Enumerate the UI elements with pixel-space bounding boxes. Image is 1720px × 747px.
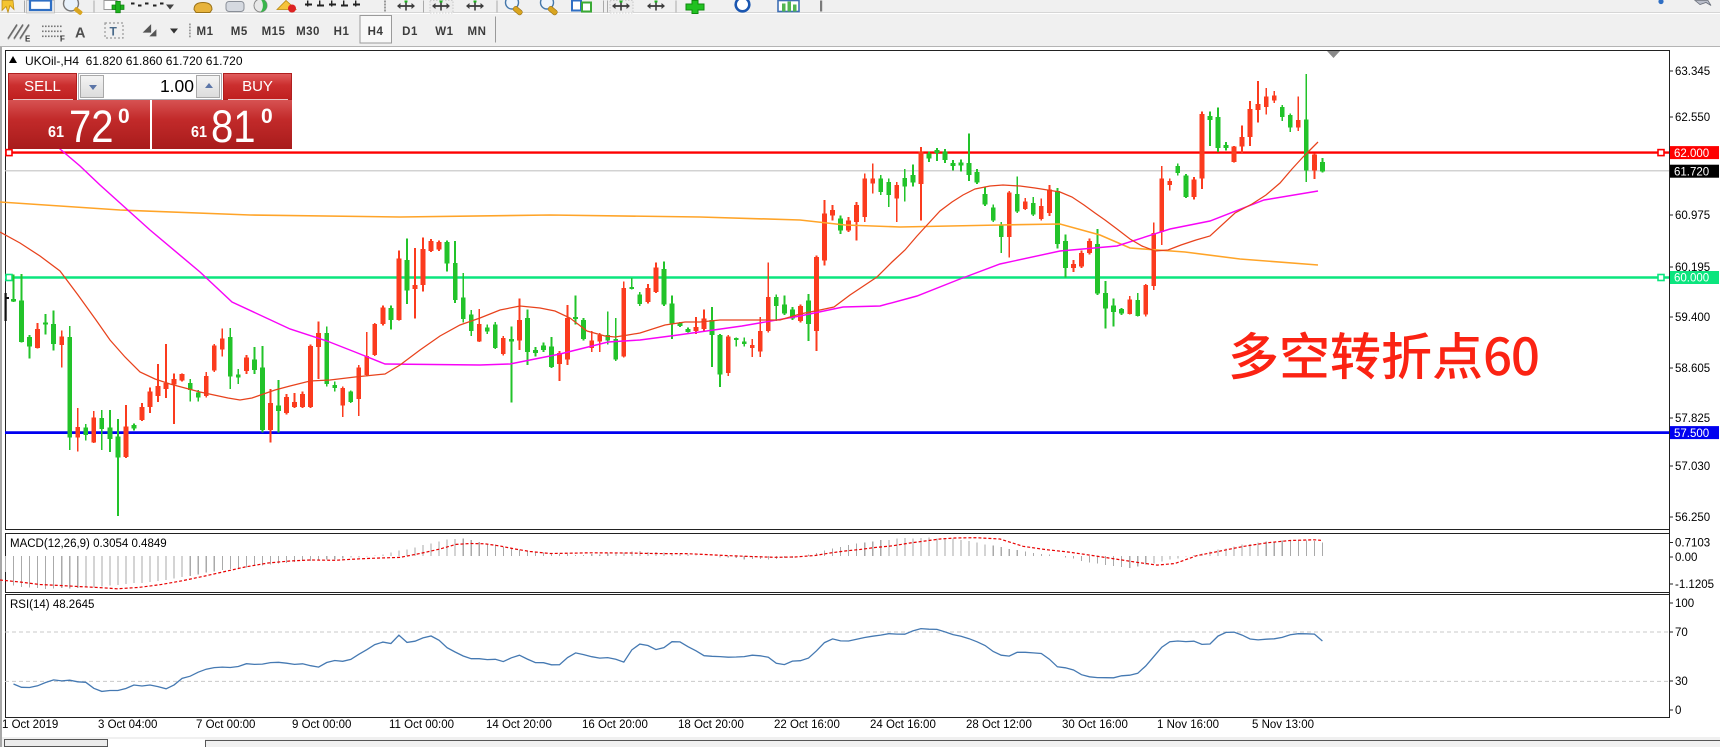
svg-text:MN: MN (468, 26, 487, 38)
svg-text:18 Oct 20:00: 18 Oct 20:00 (678, 719, 744, 731)
svg-text:59.400: 59.400 (1675, 312, 1710, 324)
svg-text:62.000: 62.000 (1674, 148, 1709, 160)
svg-text:11 Oct 00:00: 11 Oct 00:00 (389, 719, 454, 731)
svg-text:60.975: 60.975 (1675, 210, 1710, 222)
svg-text:E: E (25, 35, 31, 44)
svg-text:14 Oct 20:00: 14 Oct 20:00 (486, 719, 552, 731)
svg-text:62.550: 62.550 (1675, 112, 1710, 124)
svg-text:M30: M30 (296, 26, 320, 38)
svg-text:T: T (110, 25, 118, 39)
svg-text:F: F (60, 35, 65, 44)
svg-text:0.7103: 0.7103 (1675, 538, 1710, 550)
svg-text:9 Oct 00:00: 9 Oct 00:00 (292, 719, 351, 731)
svg-text:24 Oct 16:00: 24 Oct 16:00 (870, 719, 936, 731)
svg-text:3 Oct 04:00: 3 Oct 04:00 (98, 719, 157, 731)
svg-text:63.345: 63.345 (1675, 66, 1710, 78)
svg-text:RSI(14) 48.2645: RSI(14) 48.2645 (10, 599, 94, 611)
svg-text:MACD(12,26,9) 0.3054 0.4849: MACD(12,26,9) 0.3054 0.4849 (10, 538, 167, 550)
svg-text:16 Oct 20:00: 16 Oct 20:00 (582, 719, 648, 731)
svg-text:0.00: 0.00 (1675, 552, 1697, 564)
svg-text:22 Oct 16:00: 22 Oct 16:00 (774, 719, 840, 731)
svg-text:D1: D1 (402, 26, 418, 38)
svg-text:1 Oct 2019: 1 Oct 2019 (2, 719, 58, 731)
svg-text:61.720: 61.720 (1674, 166, 1709, 178)
svg-text:-1.1205: -1.1205 (1675, 579, 1714, 591)
svg-text:M5: M5 (231, 26, 248, 38)
svg-text:57.825: 57.825 (1675, 413, 1710, 425)
svg-text:60.000: 60.000 (1674, 273, 1709, 285)
svg-text:M1: M1 (197, 26, 214, 38)
svg-text:70: 70 (1675, 627, 1688, 639)
svg-text:100: 100 (1675, 598, 1694, 610)
svg-text:H4: H4 (368, 26, 384, 38)
svg-text:0: 0 (1675, 705, 1681, 717)
svg-text:M15: M15 (262, 26, 286, 38)
svg-text:7 Oct 00:00: 7 Oct 00:00 (196, 719, 255, 731)
svg-text:57.500: 57.500 (1674, 428, 1709, 440)
svg-text:30: 30 (1675, 676, 1688, 688)
svg-text:1 Nov 16:00: 1 Nov 16:00 (1157, 719, 1219, 731)
svg-text:H1: H1 (334, 26, 350, 38)
svg-text:30 Oct 16:00: 30 Oct 16:00 (1062, 719, 1128, 731)
svg-text:58.605: 58.605 (1675, 363, 1710, 375)
svg-text:57.030: 57.030 (1675, 461, 1710, 473)
svg-text:56.250: 56.250 (1675, 512, 1710, 524)
svg-text:5 Nov 13:00: 5 Nov 13:00 (1252, 719, 1314, 731)
svg-text:28 Oct 12:00: 28 Oct 12:00 (966, 719, 1032, 731)
svg-text:A: A (75, 26, 86, 42)
svg-text:W1: W1 (435, 26, 453, 38)
